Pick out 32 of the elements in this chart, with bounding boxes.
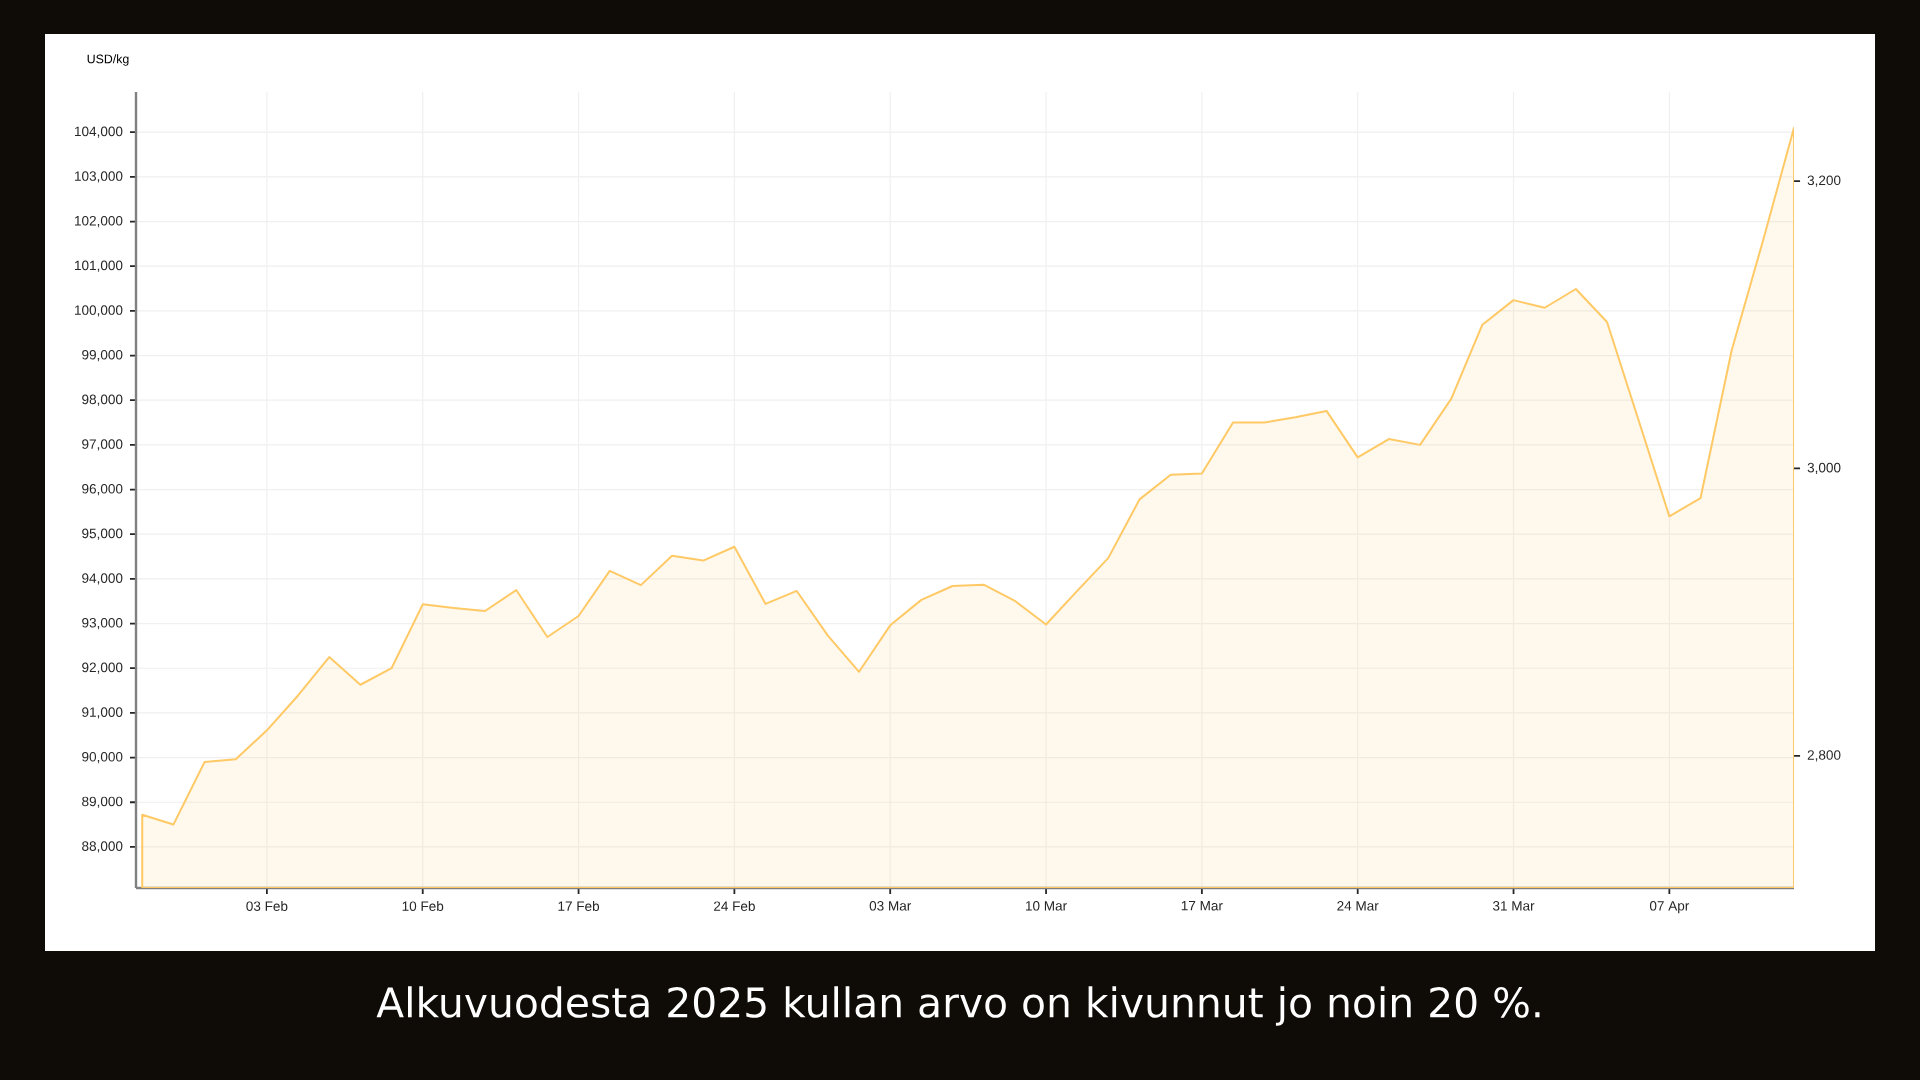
x-tick-label: 24 Feb: [713, 901, 755, 911]
x-tick-label: 31 Mar: [1492, 901, 1535, 911]
x-tick-label: 03 Feb: [246, 901, 288, 911]
x-tick-label: 10 Mar: [1025, 901, 1067, 911]
x-tick-label: 24 Mar: [1337, 901, 1379, 911]
y-tick-label: 104,000: [75, 126, 123, 138]
y-tick-label: 103,000: [75, 171, 123, 183]
y-tick-label: 97,000: [82, 439, 123, 451]
y-tick-label: 94,000: [82, 573, 123, 585]
y2-tick-label: 3,000: [1807, 462, 1841, 475]
y2-tick-label: 2,800: [1807, 750, 1841, 762]
x-tick-label: 10 Feb: [402, 901, 444, 911]
y-tick-label: 95,000: [82, 528, 123, 540]
y-axis-title: USD/kg: [87, 54, 129, 66]
y-tick-label: 90,000: [82, 751, 123, 764]
x-tick-label: 07 Apr: [1649, 901, 1690, 914]
y-tick-label: 98,000: [82, 394, 123, 406]
y-tick-label: 96,000: [82, 483, 123, 496]
text: Alkuvuodesta 2025 kullan arvo on kivunnut jo noin 20 %.: [376, 986, 1540, 1026]
y-tick-label: 89,000: [82, 796, 123, 808]
y-tick-label: 92,000: [82, 662, 123, 674]
x-tick-label: 17 Feb: [558, 901, 600, 911]
y-tick-label: 99,000: [82, 349, 123, 362]
y-tick-label: 91,000: [82, 707, 123, 719]
x-tick-label: 03 Mar: [869, 901, 912, 911]
y-tick-label: 100,000: [75, 305, 123, 317]
y-tick-label: 88,000: [82, 841, 123, 853]
y-tick-label: 102,000: [75, 215, 123, 228]
x-tick-label: 17 Mar: [1181, 901, 1223, 911]
y-tick-label: 101,000: [75, 260, 123, 272]
y2-tick-label: 3,200: [1807, 175, 1841, 187]
y-tick-label: 93,000: [82, 617, 123, 630]
